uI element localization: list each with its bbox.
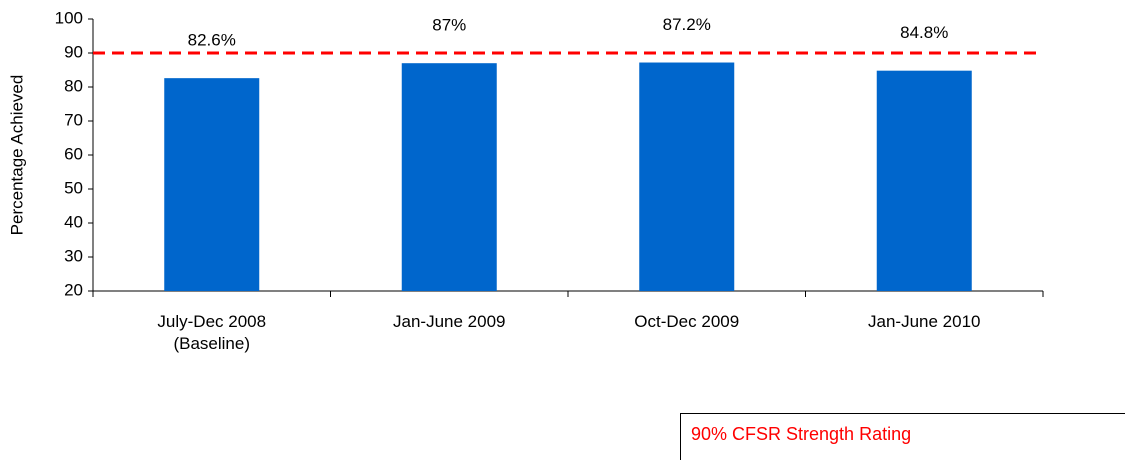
y-tick-label: 70 bbox=[64, 110, 83, 129]
y-tick-label: 60 bbox=[64, 144, 83, 163]
value-label: 82.6% bbox=[188, 31, 236, 50]
bar bbox=[639, 62, 735, 291]
bar bbox=[164, 78, 260, 291]
y-tick-label: 50 bbox=[64, 178, 83, 197]
legend-label: 90% CFSR Strength Rating bbox=[691, 424, 912, 444]
value-label: 87% bbox=[432, 16, 466, 35]
value-label: 84.8% bbox=[900, 23, 948, 42]
x-tick-label: Jan-June 2009 bbox=[393, 312, 506, 331]
y-tick-label: 80 bbox=[64, 76, 83, 95]
x-tick-label: Jan-June 2010 bbox=[868, 312, 981, 331]
legend: 90% CFSR Strength Rating bbox=[680, 413, 1125, 460]
bar bbox=[401, 63, 497, 292]
y-axis-label: Percentage Achieved bbox=[7, 75, 26, 236]
y-tick-label: 100 bbox=[55, 8, 83, 27]
x-tick-label: July-Dec 2008 (Baseline) bbox=[157, 312, 267, 353]
y-tick-label: 40 bbox=[64, 212, 83, 231]
y-tick-label: 20 bbox=[64, 280, 83, 299]
y-tick-label: 30 bbox=[64, 246, 83, 265]
x-tick-label: Oct-Dec 2009 bbox=[634, 312, 740, 331]
bar bbox=[876, 70, 972, 292]
y-tick-label: 90 bbox=[64, 42, 83, 61]
value-label: 87.2% bbox=[663, 15, 711, 34]
